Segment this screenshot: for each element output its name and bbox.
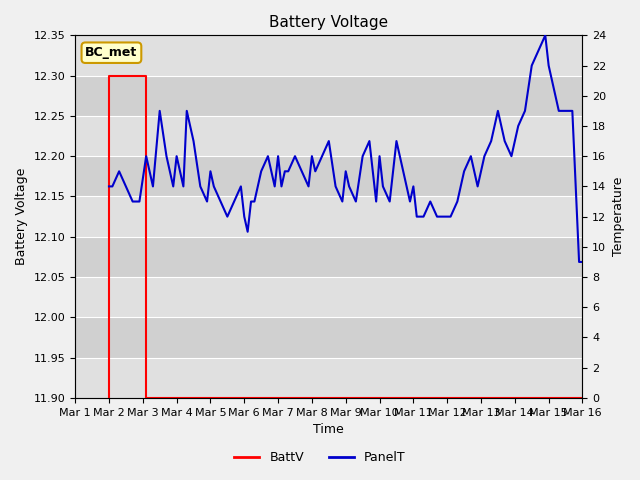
Bar [75,116,582,156]
Bar [75,76,582,116]
Bar [75,237,582,277]
Bar [75,277,582,317]
Y-axis label: Battery Voltage: Battery Voltage [15,168,28,265]
Bar [75,317,582,358]
Legend: BattV, PanelT: BattV, PanelT [229,446,411,469]
Bar [75,36,582,76]
Y-axis label: Temperature: Temperature [612,177,625,256]
Text: BC_met: BC_met [85,46,138,59]
Bar [75,156,582,196]
Title: Battery Voltage: Battery Voltage [269,15,388,30]
X-axis label: Time: Time [314,423,344,436]
Bar [75,196,582,237]
Bar [75,358,582,398]
